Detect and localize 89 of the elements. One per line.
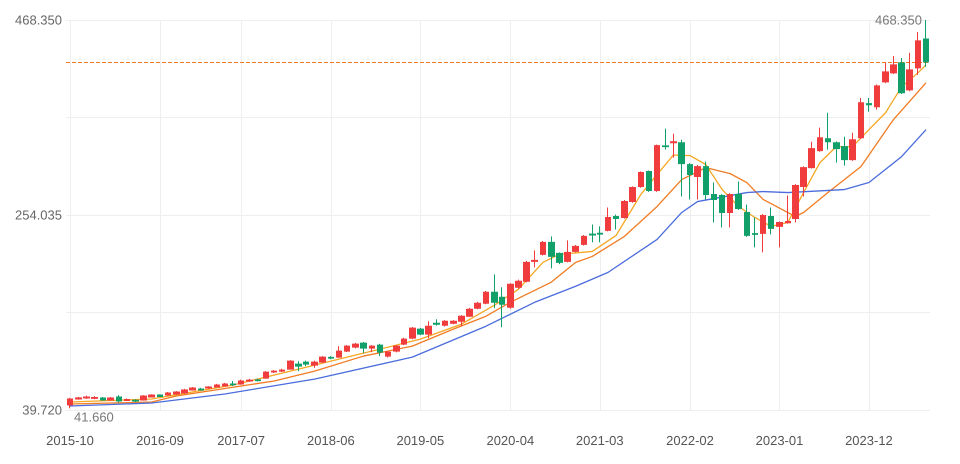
candlestick [760,214,766,253]
x-tick-label: 2018-06 [307,433,355,448]
candlestick [923,20,929,68]
candlestick [735,181,742,211]
candlestick [613,214,619,230]
y-tick-label: 39.720 [22,402,62,418]
candlestick [214,383,220,388]
candlestick [564,240,571,263]
candlestick [866,97,872,112]
candlestick [116,394,122,403]
candlestick [205,386,212,390]
candlestick [157,394,163,398]
y-tick-label: 468.350 [15,12,62,28]
candlestick [100,396,106,402]
candlestick [474,301,481,310]
candlestick [752,216,758,248]
candlestick [906,52,913,92]
candlestick [768,206,774,235]
candlestick [230,380,236,386]
candlestick [605,206,611,232]
candlestick [360,341,367,354]
candlestick [776,220,783,248]
candlestick [385,350,391,358]
candlestick [352,342,359,349]
candlestick [369,344,375,353]
annotation: 41.660 [74,410,114,425]
candlestick [785,195,791,224]
candlestick [662,128,669,150]
candlestick [287,360,294,370]
x-tick-label: 2023-12 [845,433,893,448]
x-tick-label: 2017-07 [217,433,266,448]
candlestick [279,368,285,372]
candlestick [858,97,864,140]
candlestick [817,127,823,152]
y-tick-label: 254.035 [15,208,62,222]
candlestick [711,182,717,223]
candlestick [165,392,171,396]
annotation: 468.350 [874,12,922,28]
candlestick [107,396,114,402]
candlestick [255,378,261,382]
candlestick [874,84,880,110]
candlestick [540,240,546,256]
candlestick [744,204,750,238]
candlestick [198,387,204,392]
candlestick [377,343,383,357]
candlestick [433,318,440,326]
candlestick [328,356,334,360]
candlestick [393,344,400,353]
x-tick-label: 2022-02 [666,433,714,448]
candlestick [654,144,660,192]
candlestick [572,244,579,253]
candlestick [581,234,587,246]
candlestick [531,250,538,268]
candlestick [409,326,416,340]
candlestick [132,398,139,403]
candlestick [483,290,489,305]
x-tick-label: 2016-09 [136,433,184,448]
x-tick-label: 2020-04 [486,433,534,448]
candlestick [425,320,432,339]
candlestick [849,132,856,162]
candlestick [417,327,424,336]
candlestick [898,57,905,95]
candlestick [442,320,448,327]
x-tick-label: 2023-01 [756,433,804,448]
candlestick [825,112,831,150]
candlestick [719,194,725,228]
candlestick [222,382,228,388]
candlestick [694,164,701,200]
candlestick [703,161,709,200]
x-tick-label: 2021-03 [576,433,624,448]
candlestick [246,378,253,382]
candlestick [678,139,685,198]
candlestick [67,397,73,409]
candlestick [638,170,644,188]
candlestick [336,346,342,358]
candlestick [344,344,350,352]
candlestick [124,398,130,402]
candlestick [271,370,277,374]
candlestick [238,379,244,386]
candlestick [727,192,733,228]
candlestick [687,162,693,200]
candlestick [263,370,269,380]
line-series [69,129,927,407]
candlestick [915,31,921,76]
candlestick [646,170,652,192]
x-tick-label: 2019-05 [396,433,444,448]
candlestick [670,133,677,158]
candlestick [401,337,407,346]
x-tick-label: 2015-10 [46,433,94,448]
